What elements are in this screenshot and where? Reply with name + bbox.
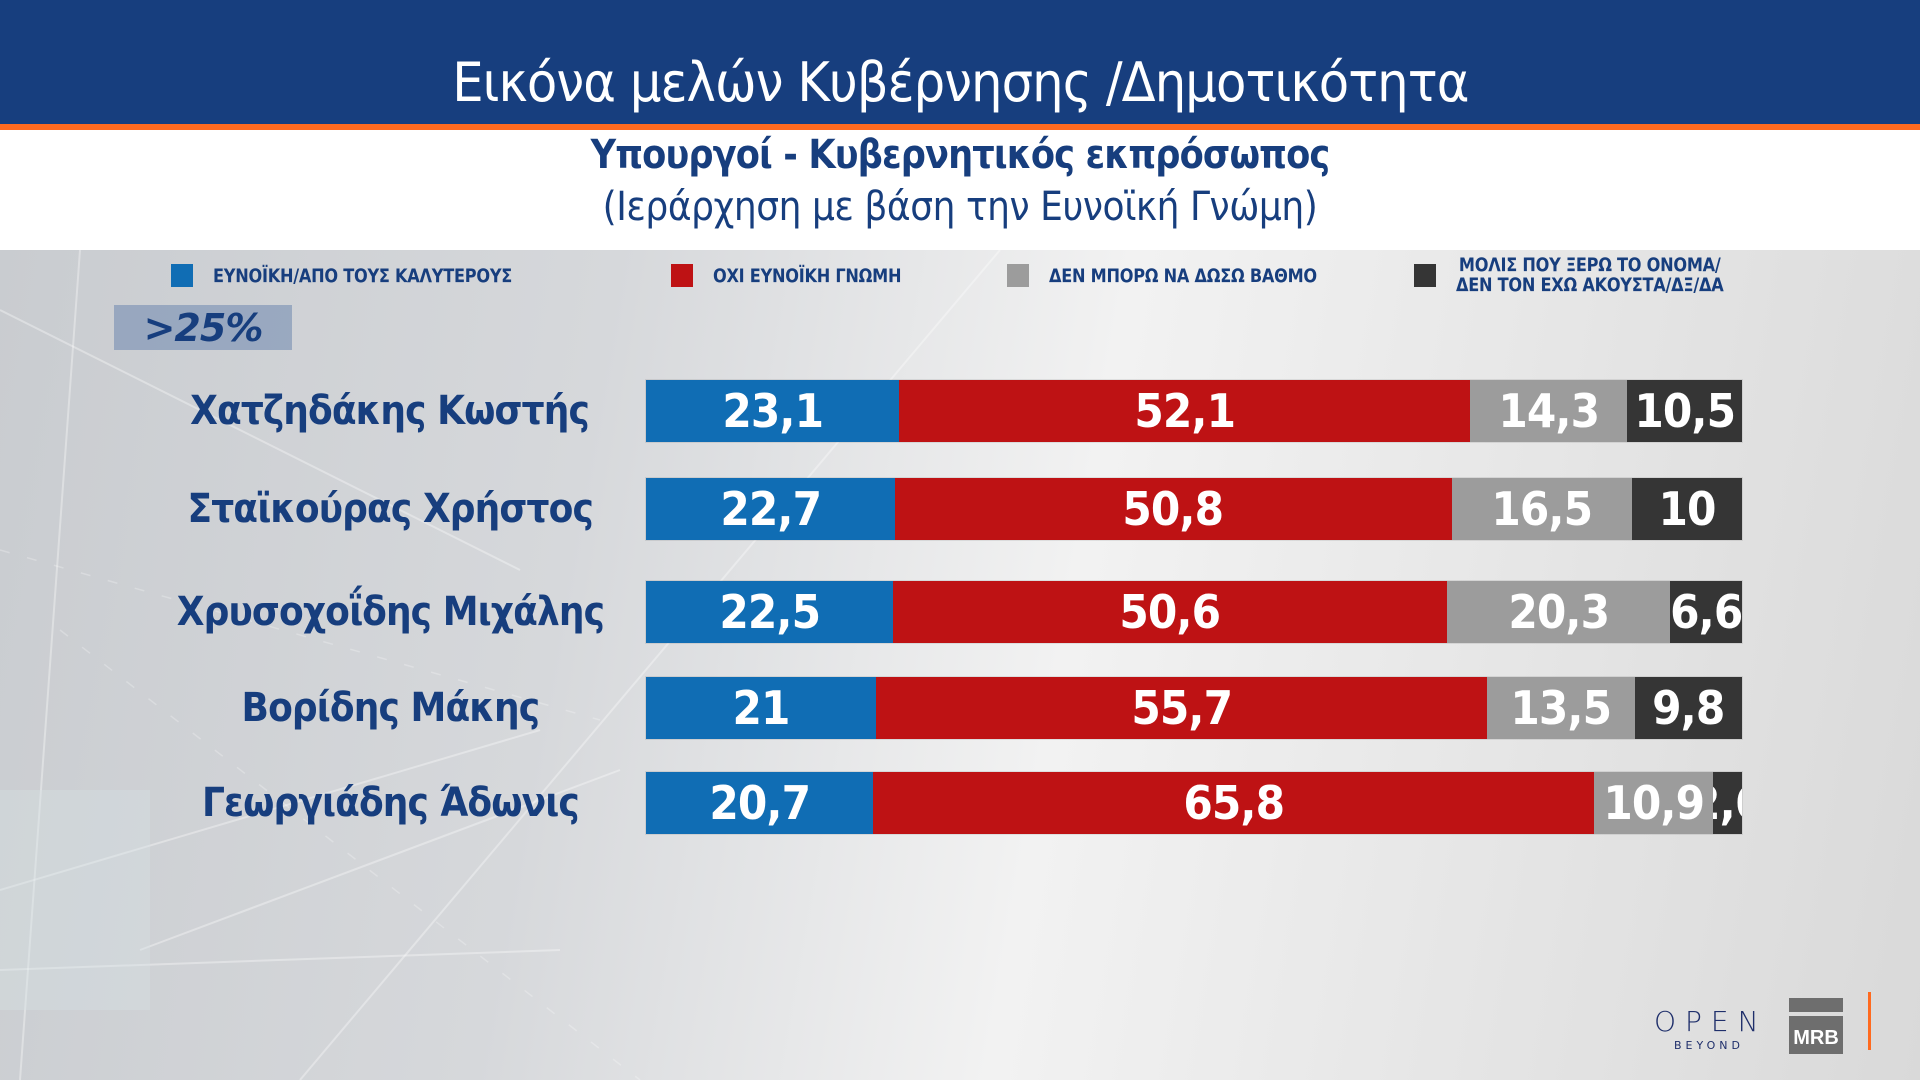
bar-segment-barely-know: 10,5 — [1626, 380, 1742, 442]
segment-value: 22,5 — [718, 585, 821, 639]
ranking-note: (Ιεράρχηση με βάση την Ευνοϊκή Γνώμη) — [602, 184, 1318, 230]
legend-label-unfavorable: ΟΧΙ ΕΥΝΟΪΚΗ ΓΝΩΜΗ — [713, 264, 902, 287]
row-label: Χατζηδάκης Κωστής — [130, 380, 650, 442]
legend-swatch-unfavorable — [671, 264, 693, 287]
row-label-text: Βορίδης Μάκης — [241, 685, 540, 731]
segment-value: 50,8 — [1122, 482, 1225, 536]
chart-row: Σταϊκούρας Χρήστος 22,7 50,8 16,5 10 — [0, 478, 1920, 540]
legend-label-barely-know-line2: ΔΕΝ ΤΟΝ ΕΧΩ ΑΚΟΥΣΤΑ/ΔΞ/ΔΑ — [1456, 274, 1724, 296]
bar-segment-unfavorable: 55,7 — [876, 677, 1487, 739]
page-title: Εικόνα μελών Κυβέρνησης /Δημοτικότητα — [451, 50, 1469, 114]
bar-segment-favorable: 20,7 — [646, 772, 873, 834]
segment-value: 14,3 — [1498, 384, 1600, 438]
segment-value: 9,8 — [1652, 681, 1725, 735]
bar-segment-unfavorable: 50,8 — [894, 478, 1452, 540]
bar-segment-favorable: 21 — [646, 677, 877, 739]
legend-barely-know: ΜΟΛΙΣ ΠΟΥ ΞΕΡΩ ΤΟ ΟΝΟΜΑ/ ΔΕΝ ΤΟΝ ΕΧΩ ΑΚΟ… — [1414, 255, 1771, 295]
segment-value: 20,7 — [709, 776, 811, 830]
legend-swatch-favorable — [171, 264, 193, 287]
chart-row: Χατζηδάκης Κωστής 23,1 52,1 14,3 10,5 — [0, 380, 1920, 442]
header-banner: Εικόνα μελών Κυβέρνησης /Δημοτικότητα — [0, 0, 1920, 124]
orange-accent-bar — [1868, 992, 1871, 1050]
legend-unfavorable: ΟΧΙ ΕΥΝΟΪΚΗ ΓΝΩΜΗ — [671, 264, 934, 287]
threshold-badge: >25% — [114, 305, 292, 350]
accent-divider — [0, 124, 1920, 130]
legend-label-cannot-rate: ΔΕΝ ΜΠΟΡΩ ΝΑ ΔΩΣΩ ΒΑΘΜΟ — [1049, 264, 1317, 287]
stacked-bar: 21 55,7 13,5 9,8 — [646, 677, 1742, 739]
threshold-label: >25% — [143, 305, 264, 350]
row-label-text: Σταϊκούρας Χρήστος — [187, 486, 593, 532]
bar-segment-favorable: 22,7 — [646, 478, 895, 540]
bar-segment-unfavorable: 65,8 — [872, 772, 1595, 834]
legend-favorable: ΕΥΝΟΪΚΗ/ΑΠΟ ΤΟΥΣ ΚΑΛΥΤΕΡΟΥΣ — [171, 264, 565, 287]
bar-segment-cannot-rate: 16,5 — [1451, 478, 1633, 540]
open-beyond-logo: OPEN BEYOND — [1654, 1007, 1764, 1062]
bar-segment-barely-know: 2,6 — [1713, 772, 1742, 834]
bar-segment-barely-know: 9,8 — [1634, 677, 1742, 739]
segment-value: 52,1 — [1134, 384, 1236, 438]
legend-label-barely-know-line1: ΜΟΛΙΣ ΠΟΥ ΞΕΡΩ ΤΟ ΟΝΟΜΑ/ — [1458, 254, 1721, 276]
segment-value: 20,3 — [1508, 585, 1610, 639]
segment-value: 6,6 — [1669, 585, 1742, 639]
open-logo-text: OPEN — [1654, 1005, 1768, 1038]
stacked-bar: 23,1 52,1 14,3 10,5 — [646, 380, 1742, 442]
bar-segment-barely-know: 6,6 — [1669, 581, 1742, 643]
bar-segment-unfavorable: 50,6 — [892, 581, 1448, 643]
segment-value: 50,6 — [1119, 585, 1222, 639]
row-label: Χρυσοχοΐδης Μιχάλης — [130, 581, 650, 643]
stacked-bar: 22,5 50,6 20,3 6,6 — [646, 581, 1742, 643]
row-label-text: Χρυσοχοΐδης Μιχάλης — [176, 589, 604, 635]
chart-row: Βορίδης Μάκης 21 55,7 13,5 9,8 — [0, 677, 1920, 739]
segment-value: 22,7 — [720, 482, 822, 536]
row-label: Βορίδης Μάκης — [130, 677, 650, 739]
bar-segment-favorable: 22,5 — [646, 581, 893, 643]
chart-area: ΕΥΝΟΪΚΗ/ΑΠΟ ΤΟΥΣ ΚΑΛΥΤΕΡΟΥΣ ΟΧΙ ΕΥΝΟΪΚΗ … — [0, 250, 1920, 1080]
row-label: Σταϊκούρας Χρήστος — [130, 478, 650, 540]
segment-value: 16,5 — [1491, 482, 1594, 536]
segment-value: 65,8 — [1183, 776, 1285, 830]
chart-subtitle: Υπουργοί - Κυβερνητικός εκπρόσωπος — [590, 132, 1331, 178]
legend-label-barely-know: ΜΟΛΙΣ ΠΟΥ ΞΕΡΩ ΤΟ ΟΝΟΜΑ/ ΔΕΝ ΤΟΝ ΕΧΩ ΑΚΟ… — [1456, 254, 1724, 296]
segment-value: 2,6 — [1713, 776, 1741, 830]
segment-value: 55,7 — [1131, 681, 1233, 735]
legend-cannot-rate: ΔΕΝ ΜΠΟΡΩ ΝΑ ΔΩΣΩ ΒΑΘΜΟ — [1007, 264, 1364, 287]
segment-value: 21 — [732, 681, 791, 735]
segment-value: 10,9 — [1603, 776, 1705, 830]
segment-value: 10 — [1658, 482, 1717, 536]
stacked-bar: 20,7 65,8 10,9 2,6 — [646, 772, 1742, 834]
mrb-logo-text: MRB — [1789, 1016, 1843, 1054]
segment-value: 13,5 — [1510, 681, 1612, 735]
segment-value: 10,5 — [1634, 384, 1736, 438]
bar-segment-cannot-rate: 10,9 — [1594, 772, 1714, 834]
subheader: Υπουργοί - Κυβερνητικός εκπρόσωπος (Ιερά… — [0, 130, 1920, 250]
background-decoration — [0, 250, 1001, 1080]
row-label: Γεωργιάδης Άδωνις — [130, 772, 650, 834]
mrb-logo: MRB — [1789, 998, 1843, 1054]
chart-row: Χρυσοχοΐδης Μιχάλης 22,5 50,6 20,3 6,6 — [0, 581, 1920, 643]
stacked-bar: 22,7 50,8 16,5 10 — [646, 478, 1742, 540]
legend-label-favorable: ΕΥΝΟΪΚΗ/ΑΠΟ ΤΟΥΣ ΚΑΛΥΤΕΡΟΥΣ — [213, 264, 513, 287]
row-label-text: Γεωργιάδης Άδωνις — [201, 780, 580, 826]
legend-swatch-barely-know — [1414, 263, 1436, 287]
bar-segment-unfavorable: 52,1 — [899, 380, 1471, 442]
row-label-text: Χατζηδάκης Κωστής — [190, 388, 591, 434]
bar-segment-favorable: 23,1 — [646, 380, 900, 442]
bar-segment-cannot-rate: 14,3 — [1470, 380, 1627, 442]
bar-segment-cannot-rate: 13,5 — [1486, 677, 1635, 739]
legend-swatch-cannot-rate — [1007, 264, 1029, 287]
chart-row: Γεωργιάδης Άδωνις 20,7 65,8 10,9 2,6 — [0, 772, 1920, 834]
segment-value: 23,1 — [722, 384, 824, 438]
mrb-logo-bar — [1789, 998, 1843, 1012]
beyond-logo-text: BEYOND — [1674, 1039, 1744, 1052]
bar-segment-barely-know: 10 — [1632, 478, 1742, 540]
bar-segment-cannot-rate: 20,3 — [1447, 581, 1670, 643]
